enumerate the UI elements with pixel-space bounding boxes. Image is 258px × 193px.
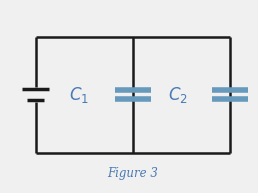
Text: Figure 3: Figure 3 [107,167,158,180]
Text: $C_1$: $C_1$ [69,85,88,105]
Text: $C_2$: $C_2$ [168,85,188,105]
